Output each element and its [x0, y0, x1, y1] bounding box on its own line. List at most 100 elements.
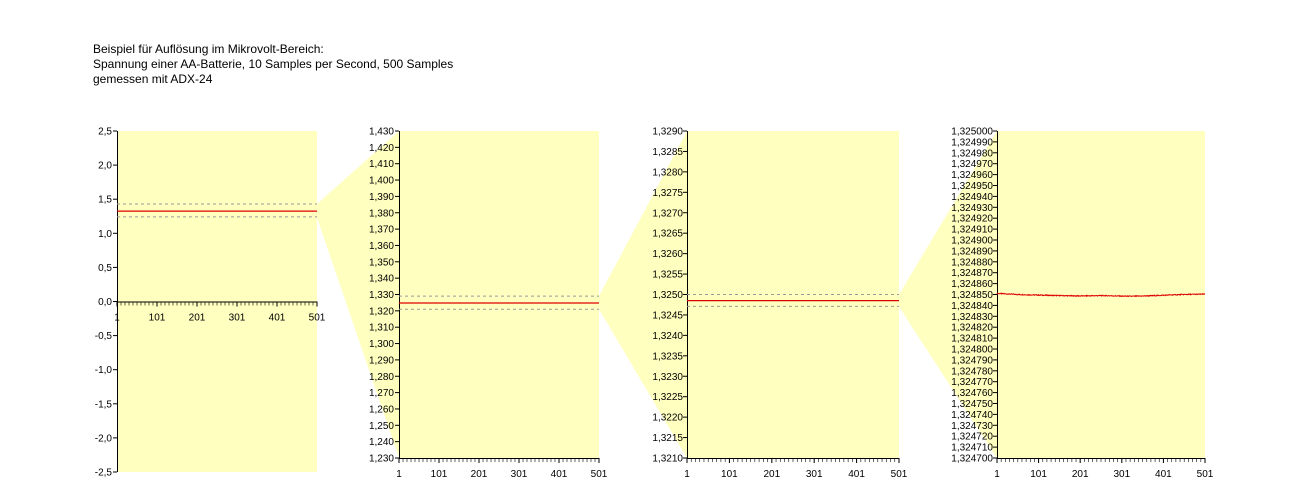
- y-tick-label: -2,5: [95, 468, 113, 479]
- x-tick-label: 501: [591, 469, 608, 480]
- x-tick-label: 1: [994, 469, 1000, 480]
- y-tick-label: -1,5: [95, 399, 113, 410]
- y-tick-label: 1,330: [369, 290, 394, 301]
- y-tick-label: 1,324780: [951, 366, 993, 377]
- signal-trace: [996, 292, 1206, 298]
- y-tick-label: 1,324930: [951, 203, 993, 214]
- y-tick-label: 1,3230: [652, 372, 683, 383]
- y-tick-label: 1,324920: [951, 214, 993, 225]
- title-line-2: Spannung einer AA-Batterie, 10 Samples p…: [93, 57, 454, 71]
- chart-3: 1,3290 1,3285 1,3280 1,3275 1,3270 1,3265 1,32…: [652, 127, 907, 481]
- y-tick-label: 1,3215: [652, 433, 683, 444]
- y-tick-label: 1,3265: [652, 229, 683, 240]
- x-tick-label: 101: [1030, 469, 1047, 480]
- y-tick-label: 1,270: [369, 388, 394, 399]
- y-tick-label: 1,324840: [951, 301, 993, 312]
- y-tick-label: 1,5: [98, 195, 112, 206]
- chart-title-block: Beispiel für Auflösung im Mikrovolt-Bere…: [93, 42, 453, 87]
- y-tick-label: 1,324880: [951, 257, 993, 268]
- title-line-1: Beispiel für Auflösung im Mikrovolt-Bere…: [93, 42, 324, 56]
- x-tick-label: 101: [149, 313, 166, 324]
- y-tick-label: 1,400: [369, 176, 394, 187]
- y-tick-label: 1,324850: [951, 290, 993, 301]
- y-tick-label: 1,3250: [652, 290, 683, 301]
- y-tick-label: 1,3275: [652, 188, 683, 199]
- y-tick-label: 1,324960: [951, 170, 993, 181]
- y-tick-label: 1,324860: [951, 279, 993, 290]
- x-tick-label: 301: [1113, 469, 1130, 480]
- x-tick-label: 501: [309, 313, 326, 324]
- y-tick-label: 1,300: [369, 339, 394, 350]
- y-tick-label: 1,324830: [951, 312, 993, 323]
- y-tick-label: 1,324910: [951, 225, 993, 236]
- y-tick-label: -1,0: [95, 365, 113, 376]
- y-tick-label: 1,350: [369, 257, 394, 268]
- y-tick-label: 1,324900: [951, 236, 993, 247]
- plot-area: [399, 131, 599, 458]
- y-tick-label: 1,3240: [652, 331, 683, 342]
- x-tick-label: 301: [806, 469, 823, 480]
- chart-4: 1,3250001,3249901,3249801,3249701,324960…: [951, 127, 1213, 481]
- y-tick-label: 1,3255: [652, 270, 683, 281]
- y-tick-label: 1,324810: [951, 334, 993, 345]
- y-tick-label: 1,324760: [951, 388, 993, 399]
- x-tick-label: 201: [1072, 469, 1089, 480]
- y-tick-label: 1,324710: [951, 443, 993, 454]
- y-tick-label: 1,250: [369, 421, 394, 432]
- y-tick-label: 1,3260: [652, 249, 683, 260]
- y-tick-label: 1,324790: [951, 355, 993, 366]
- y-tick-label: 1,3290: [652, 127, 683, 138]
- y-tick-label: 1,324700: [951, 454, 993, 465]
- x-tick-label: 401: [848, 469, 865, 480]
- y-tick-label: 1,3210: [652, 454, 683, 465]
- y-tick-label: 1,324730: [951, 421, 993, 432]
- x-tick-label: 301: [229, 313, 246, 324]
- title-line-3: gemessen mit ADX-24: [93, 72, 213, 86]
- y-tick-label: 1,360: [369, 241, 394, 252]
- zoom-wedge-2: [599, 131, 687, 458]
- zoom-wedge-3: [899, 131, 997, 458]
- y-tick-label: 1,324770: [951, 377, 993, 388]
- x-tick-label: 1: [396, 469, 402, 480]
- y-tick-label: 1,3245: [652, 310, 683, 321]
- y-tick-label: 1,324980: [951, 148, 993, 159]
- zoom-wedge-1: [317, 131, 399, 458]
- y-tick-label: 1,324970: [951, 159, 993, 170]
- y-tick-label: 1,324950: [951, 181, 993, 192]
- y-tick-label: 1,324820: [951, 323, 993, 334]
- y-tick-label: 1,3280: [652, 167, 683, 178]
- y-tick-label: 1,324990: [951, 137, 993, 148]
- x-tick-label: 201: [189, 313, 206, 324]
- y-tick-label: 1,324800: [951, 345, 993, 356]
- y-tick-label: 1,324890: [951, 246, 993, 257]
- chart-1: 2,5 2,0 1,5 1,0 0,5 0,0 -0,5 -1,0 -1,5 -2,0 -2,5 1 1…: [95, 127, 326, 479]
- y-tick-label: -2,0: [95, 433, 113, 444]
- y-tick-label: 1,3270: [652, 208, 683, 219]
- y-tick-label: 1,280: [369, 372, 394, 383]
- y-tick-label: 1,260: [369, 404, 394, 415]
- x-tick-label: 101: [721, 469, 738, 480]
- x-tick-label: 401: [1155, 469, 1172, 480]
- chart-2: 1,430 1,420 1,410 1,400 1,390 1,380 1,370 1,360…: [369, 127, 608, 481]
- y-tick-label: 1,390: [369, 192, 394, 203]
- y-tick-label: 1,324750: [951, 399, 993, 410]
- y-tick-label: 1,3225: [652, 392, 683, 403]
- y-tick-label: 2,0: [98, 161, 112, 172]
- y-tick-label: 1,3220: [652, 413, 683, 424]
- y-tick-label: 0,0: [98, 297, 112, 308]
- y-tick-label: 1,230: [369, 454, 394, 465]
- x-tick-label: 201: [471, 469, 488, 480]
- y-tick-label: 1,420: [369, 143, 394, 154]
- x-tick-label: 501: [891, 469, 908, 480]
- y-tick-label: 1,290: [369, 355, 394, 366]
- y-tick-label: 1,370: [369, 225, 394, 236]
- x-tick-label: 501: [1197, 469, 1214, 480]
- y-tick-label: 1,324740: [951, 410, 993, 421]
- y-tick-label: 1,324870: [951, 268, 993, 279]
- y-tick-label: 1,430: [369, 127, 394, 138]
- y-tick-label: -0,5: [95, 331, 113, 342]
- x-tick-label: 301: [511, 469, 528, 480]
- y-tick-label: 1,3235: [652, 351, 683, 362]
- y-tick-label: 1,324940: [951, 192, 993, 203]
- y-tick-label: 1,410: [369, 159, 394, 170]
